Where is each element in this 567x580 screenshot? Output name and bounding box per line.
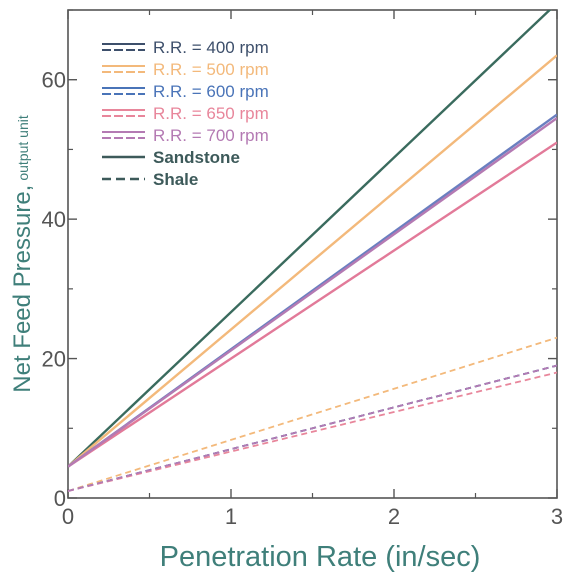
x-tick-label: 3 [551,504,563,529]
series-line-sandstone-4 [68,141,557,468]
tick-labels: 0 1 2 3 0 20 40 60 [42,68,564,529]
y-axis-title-main: Net Feed Pressure, [9,185,36,393]
series-line-shale-7 [68,336,557,492]
legend-entry: R.R. = 600 rpm [102,82,269,101]
y-tick-label: 20 [42,347,66,372]
legend-label: R.R. = 700 rpm [153,126,269,145]
y-tick-label: 40 [42,207,66,232]
legend-entry: Sandstone [102,148,240,167]
y-axis-title: Net Feed Pressure, output unit [9,115,36,393]
legend-entry: R.R. = 500 rpm [102,60,269,79]
legend-entry: Shale [102,170,198,189]
y-tick-label: 0 [54,486,66,511]
series-line-sandstone-5 [68,117,557,468]
series-line-sandstone-2 [68,54,557,468]
series-line-shale-10 [68,364,557,492]
legend-label: R.R. = 650 rpm [153,104,269,123]
legend-label: Sandstone [153,148,240,167]
series-line-shale-9 [68,371,557,492]
x-axis-title: Penetration Rate (in/sec) [160,541,481,573]
legend-label: Shale [153,170,198,189]
series-line-sandstone-1 [68,10,552,468]
legend-entry: R.R. = 400 rpm [102,38,269,57]
legend-label: R.R. = 400 rpm [153,38,269,57]
legend: R.R. = 400 rpm R.R. = 500 rpm R.R. = 600 r… [102,38,269,189]
plot-area [67,9,558,499]
legend-entry: R.R. = 650 rpm [102,104,269,123]
axis-ticks [67,9,558,499]
x-tick-label: 2 [388,504,400,529]
y-tick-label: 60 [42,68,66,93]
y-axis-title-group: Net Feed Pressure, output unit [9,115,36,393]
x-tick-label: 1 [225,504,237,529]
legend-label: R.R. = 500 rpm [153,60,269,79]
y-axis-title-unit: output unit [15,115,31,180]
series-layer [68,10,557,492]
legend-entry: R.R. = 700 rpm [102,126,269,145]
x-tick-label: 0 [62,504,74,529]
legend-label: R.R. = 600 rpm [153,82,269,101]
